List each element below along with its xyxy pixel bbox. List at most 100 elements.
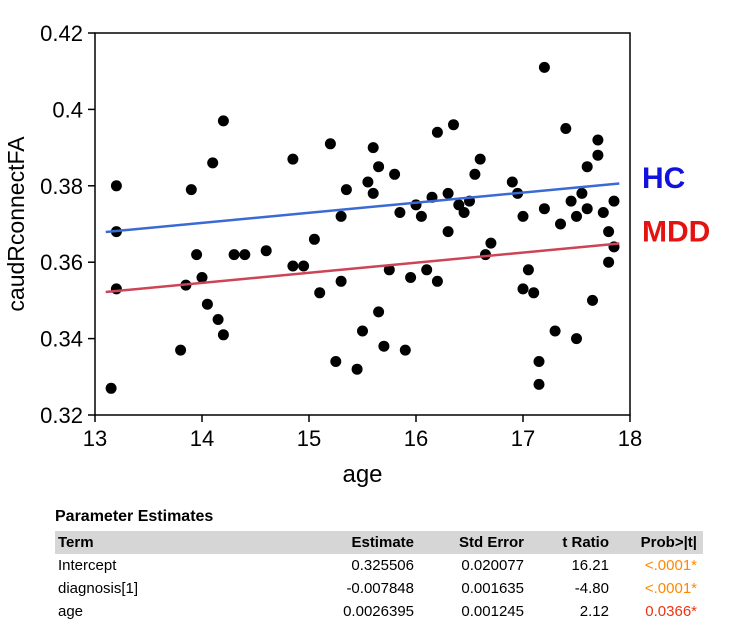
scatter-point — [587, 294, 598, 306]
scatter-point — [458, 207, 470, 218]
scatter-point — [105, 382, 117, 394]
cell-t-ratio: -4.80 — [574, 580, 609, 597]
scatter-point — [415, 210, 427, 222]
scatter-point — [367, 142, 379, 154]
scatter-point — [603, 226, 615, 238]
scatter-point — [528, 287, 540, 299]
cell-estimate: -0.007848 — [346, 580, 414, 597]
scatter-point — [533, 356, 545, 367]
scatter-point — [571, 333, 582, 345]
scatter-point — [571, 210, 582, 222]
scatter-point — [191, 249, 203, 261]
x-axis-label: age — [342, 461, 382, 488]
cell-term: diagnosis[1] — [58, 580, 139, 597]
cell-std-error: 0.020077 — [461, 557, 524, 574]
scatter-point — [373, 161, 385, 173]
scatter-point — [538, 61, 550, 73]
plot-frame — [94, 32, 631, 416]
table-header-row: Term Estimate Std Error t Ratio Prob>|t| — [55, 531, 703, 554]
cell-prob: <.0001* — [644, 580, 697, 597]
y-tick-label: 0.36 — [40, 250, 83, 275]
x-tick-label: 13 — [83, 426, 107, 451]
scatter-point — [442, 226, 454, 238]
scatter-point — [110, 180, 122, 192]
x-tick-label: 18 — [618, 426, 642, 451]
scatter-point — [324, 138, 336, 150]
scatter-point — [351, 363, 363, 375]
scatter-point — [217, 329, 229, 341]
y-tick-label: 0.4 — [52, 97, 83, 122]
scatter-point — [410, 199, 422, 211]
scatter-point — [212, 314, 224, 325]
x-tick-label: 15 — [297, 426, 321, 451]
scatter-point — [260, 245, 272, 257]
table-row-intercept: Intercept 0.325506 0.020077 16.21 <.0001… — [55, 554, 703, 577]
scatter-point — [373, 306, 385, 318]
legend-label-hc: HC — [642, 162, 685, 195]
scatter-point — [555, 218, 566, 230]
scatter-point — [175, 344, 187, 356]
cell-term: Intercept — [58, 557, 117, 574]
fit-line-hc — [105, 182, 620, 234]
scatter-point — [581, 203, 593, 215]
scatter-point — [378, 340, 390, 352]
scatter-point — [517, 283, 529, 295]
scatter-point — [308, 233, 320, 245]
scatter-point — [239, 249, 251, 261]
scatter-point — [474, 153, 486, 165]
legend-label-mdd: MDD — [642, 216, 710, 249]
scatter-point — [485, 237, 497, 249]
x-tick-label: 16 — [404, 426, 428, 451]
scatter-point — [330, 356, 342, 367]
y-tick-label: 0.42 — [40, 21, 83, 46]
cell-term: age — [58, 603, 84, 620]
scatter-point — [389, 168, 401, 180]
scatter-point — [298, 260, 310, 272]
scatter-point — [517, 210, 529, 222]
table-row-age: age 0.0026395 0.001245 2.12 0.0366* — [55, 600, 703, 623]
x-tick-label: 17 — [511, 426, 535, 451]
scatter-point — [581, 161, 593, 173]
scatter-point — [367, 187, 379, 199]
scatter-point — [405, 272, 417, 283]
scatter-point — [335, 275, 347, 287]
scatter-point — [448, 119, 459, 131]
scatter-point — [335, 210, 347, 222]
scatter-point — [442, 187, 454, 199]
scatter-point — [399, 344, 411, 356]
y-tick-label: 0.32 — [40, 403, 83, 428]
table-row-diagnosis: diagnosis[1] -0.007848 0.001635 -4.80 <.… — [55, 577, 703, 600]
scatter-point — [597, 207, 609, 218]
y-tick-label: 0.38 — [40, 174, 83, 199]
scatter-plot: 13 14 15 16 17 18 0.32 0.34 0.36 0.38 0.4 0.42 HC MDD… — [3, 21, 710, 488]
cell-prob: <.0001* — [644, 557, 697, 574]
scatter-point — [538, 203, 550, 215]
scatter-point — [287, 260, 299, 272]
cell-estimate: 0.0026395 — [343, 603, 414, 620]
scatter-point — [565, 195, 577, 207]
scatter-point — [560, 123, 572, 134]
cell-estimate: 0.325506 — [351, 557, 414, 574]
scatter-point — [196, 272, 208, 283]
scatter-point — [506, 176, 518, 188]
scatter-point — [576, 187, 588, 199]
cell-prob: 0.0366* — [645, 603, 697, 620]
fit-line-mdd — [105, 242, 620, 294]
scatter-point — [287, 153, 299, 165]
scatter-point — [340, 184, 352, 196]
scatter-point — [431, 126, 443, 138]
cell-t-ratio: 16.21 — [571, 557, 609, 574]
scatter-point — [228, 249, 240, 261]
scatter-point — [185, 184, 197, 196]
header-t-ratio: t Ratio — [562, 534, 609, 551]
scatter-point — [314, 287, 326, 299]
cell-std-error: 0.001635 — [461, 580, 524, 597]
scatter-point — [421, 264, 433, 276]
cell-t-ratio: 2.12 — [579, 603, 609, 620]
scatter-point — [469, 168, 481, 180]
header-prob: Prob>|t| — [640, 534, 697, 551]
scatter-point — [608, 195, 620, 207]
header-term: Term — [58, 534, 94, 551]
cell-std-error: 0.001245 — [461, 603, 524, 620]
